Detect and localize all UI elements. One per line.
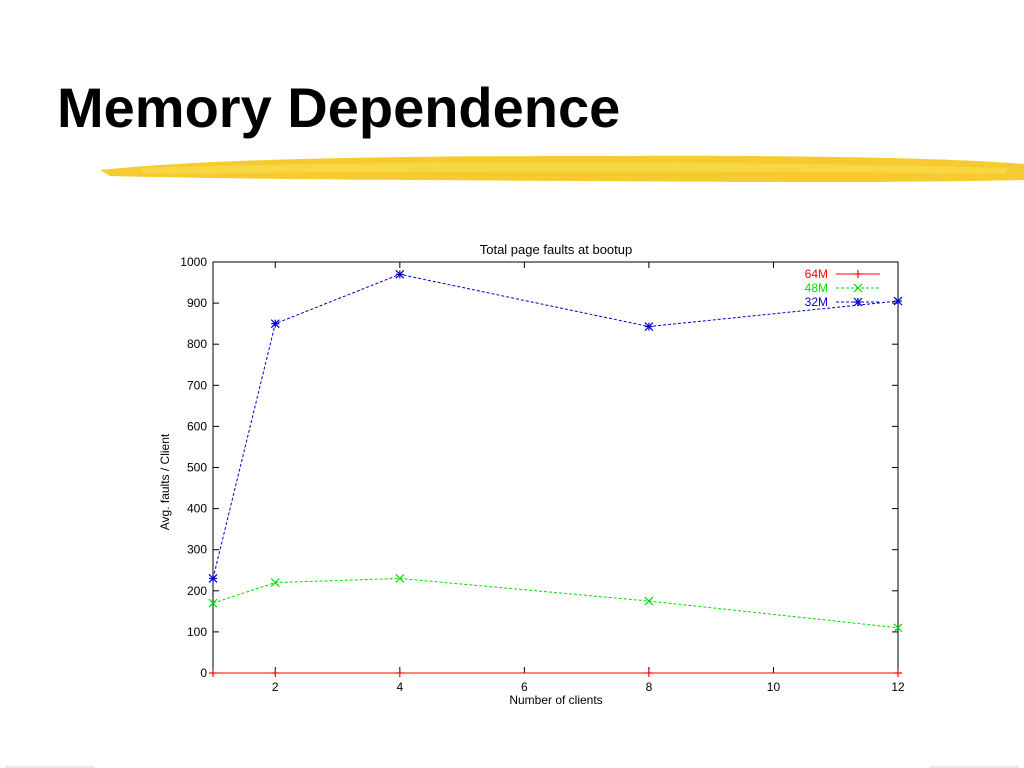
x-tick-label: 4 [396,680,403,694]
x-tick-label: 2 [272,680,279,694]
y-tick-label: 700 [187,378,207,392]
legend-label: 32M [805,295,828,309]
title-highlight-stroke [100,155,1024,182]
corner-mark-left [5,766,95,768]
series-48M [208,574,903,633]
data-point-48M [208,598,218,608]
y-tick-label: 500 [187,461,207,475]
data-point-32M [395,269,405,279]
y-tick-label: 1000 [180,255,207,269]
data-point-64M [271,669,280,677]
data-point-48M [893,623,903,633]
y-tick-label: 200 [187,584,207,598]
series-layer [208,269,903,677]
y-tick-label: 600 [187,419,207,433]
data-point-64M [209,669,217,677]
y-tick-label: 300 [187,543,207,557]
x-tick-label: 12 [891,680,905,694]
series-line-32M [212,273,899,579]
legend-marker [853,297,863,307]
y-tick-label: 100 [187,625,207,639]
plot-frame [212,261,899,674]
x-tick-label: 6 [521,680,528,694]
data-point-48M [270,578,280,588]
data-point-64M [894,669,902,677]
x-tick-label: 8 [646,680,653,694]
y-tick-label: 800 [187,337,207,351]
y-tick-label: 0 [200,666,207,680]
legend-label: 48M [805,281,828,295]
x-tick-label: 10 [767,680,781,694]
data-point-48M [644,596,654,606]
y-tick-label: 400 [187,502,207,516]
legend-label: 64M [805,267,828,281]
legend-marker [854,270,862,278]
data-point-32M [208,574,218,583]
y-tick-label: 900 [187,296,207,310]
data-point-64M [395,669,404,677]
series-64M [209,669,902,677]
data-point-64M [644,669,653,677]
slide-title: Memory Dependence [57,76,621,139]
legend-marker [853,283,863,293]
corner-mark-right [929,766,1019,768]
data-point-32M [270,319,280,329]
data-point-48M [395,574,405,583]
page-faults-chart: Total page faults at bootup Avg. faults … [158,242,905,707]
data-point-32M [644,322,654,331]
series-line-48M [212,577,899,629]
axis-ticks: 0 100 200 300 400 500 600 700 800 900 1000 2 4 6 8 10 12 [180,255,905,694]
series-32M [208,269,903,583]
x-axis-label: Number of clients [509,693,602,707]
y-axis-label: Avg. faults / Client [158,433,172,530]
chart-title: Total page faults at bootup [480,242,633,257]
data-point-32M [893,296,903,306]
